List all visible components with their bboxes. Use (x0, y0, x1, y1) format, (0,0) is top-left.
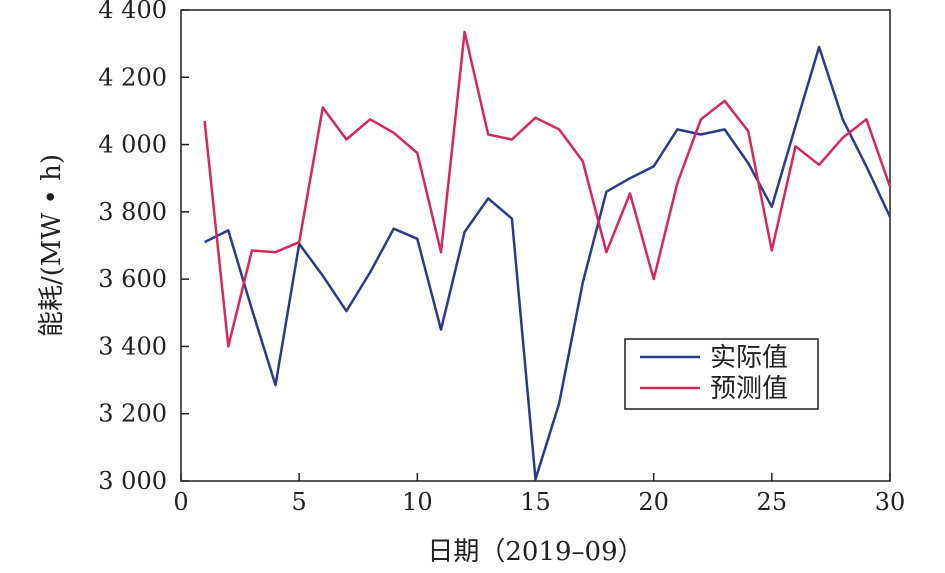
y-tick-label: 4 400 (98, 0, 167, 24)
x-tick-label: 15 (520, 488, 551, 516)
y-tick-label: 3 600 (98, 265, 167, 293)
x-tick-label: 5 (292, 488, 307, 516)
x-tick-label: 20 (638, 488, 669, 516)
legend-label-actual: 实际值 (710, 343, 788, 373)
series-line-actual (204, 45, 892, 481)
y-tick-label: 4 200 (98, 63, 167, 91)
legend-label-predicted: 预测值 (710, 374, 788, 404)
plot-frame (180, 9, 891, 482)
x-tick-label: 25 (757, 488, 788, 516)
x-tick-label: 0 (173, 488, 188, 516)
y-tick-label: 3 800 (98, 198, 167, 226)
x-tick-label: 30 (875, 488, 906, 516)
x-axis-title: 日期（2019–09） (427, 537, 643, 567)
y-tick-label: 4 000 (98, 131, 167, 159)
x-axis: 0 5 10 15 20 25 30 (173, 473, 905, 516)
y-axis: 3 000 3 200 3 400 3 600 3 800 4 000 4 200 4 400 (98, 0, 189, 495)
legend-box (624, 338, 819, 410)
y-axis-title: 能耗/(MW • h) (37, 154, 67, 337)
plot-area (180, 9, 891, 482)
series-line-predicted (203, 30, 892, 348)
y-tick-label: 3 200 (98, 400, 167, 428)
series-layer (203, 30, 892, 481)
y-tick-label: 3 400 (98, 332, 167, 360)
legend: 实际值 预测值 (624, 338, 819, 410)
y-tick-label: 3 000 (98, 467, 167, 495)
x-tick-label: 10 (402, 488, 433, 516)
